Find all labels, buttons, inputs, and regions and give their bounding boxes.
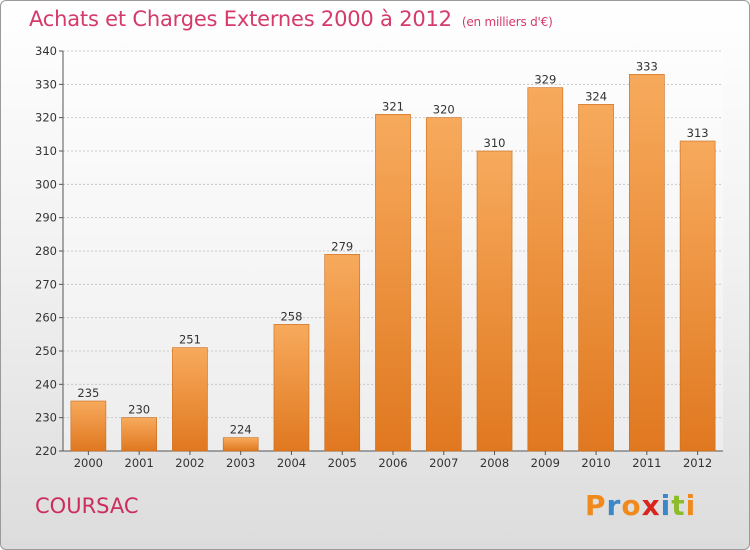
x-tick-label: 2001 <box>125 456 154 470</box>
data-label: 310 <box>484 136 506 150</box>
logo-letter: P <box>585 489 607 522</box>
y-tick-label: 240 <box>35 377 57 391</box>
bar <box>578 104 614 452</box>
bar <box>527 87 564 452</box>
y-tick-label: 340 <box>35 44 57 58</box>
logo-letter: r <box>606 489 622 522</box>
x-tick-label: 2011 <box>632 456 661 470</box>
data-label: 333 <box>636 59 658 73</box>
bar <box>70 400 107 452</box>
data-label: 224 <box>230 423 252 437</box>
bar <box>476 150 513 452</box>
x-tick-label: 2006 <box>378 456 407 470</box>
y-tick-label: 230 <box>35 411 57 425</box>
bar <box>121 417 157 452</box>
chart-title: Achats et Charges Externes 2000 à 2012 (e… <box>29 7 553 31</box>
y-tick-label: 320 <box>35 111 57 125</box>
x-tick-label: 2007 <box>429 456 458 470</box>
x-tick-label: 2002 <box>175 456 204 470</box>
x-tick-label: 2009 <box>531 456 560 470</box>
data-label: 230 <box>128 403 150 417</box>
data-label: 324 <box>585 89 607 103</box>
x-tick-label: 2003 <box>226 456 255 470</box>
bar <box>629 74 665 452</box>
bar <box>324 254 361 452</box>
x-tick-label: 2008 <box>480 456 509 470</box>
data-label: 320 <box>433 103 455 117</box>
bar <box>222 437 259 452</box>
city-name: COURSAC <box>35 494 139 518</box>
bar <box>375 114 411 452</box>
data-label: 251 <box>179 333 201 347</box>
logo-letter: x <box>641 489 661 522</box>
bar <box>679 140 716 452</box>
y-tick-label: 280 <box>35 244 57 258</box>
x-tick-label: 2010 <box>581 456 610 470</box>
data-label: 329 <box>534 73 556 87</box>
bar <box>425 117 462 452</box>
chart-unit: (en milliers d'€) <box>461 15 553 29</box>
y-tick-label: 290 <box>35 211 57 225</box>
y-tick-label: 310 <box>35 144 57 158</box>
logo-letter: i <box>660 489 672 522</box>
y-tick-label: 260 <box>35 311 57 325</box>
proxiti-logo: Proxiti <box>585 489 696 522</box>
y-tick-label: 220 <box>35 444 57 458</box>
data-label: 235 <box>77 386 99 400</box>
logo-letter: i <box>685 489 697 522</box>
data-label: 279 <box>331 239 353 253</box>
bar <box>172 347 208 452</box>
chart-title-text: Achats et Charges Externes 2000 à 2012 <box>29 7 452 31</box>
x-tick-label: 2004 <box>277 456 306 470</box>
logo-letter: o <box>621 489 642 522</box>
data-label: 321 <box>382 99 404 113</box>
y-tick-label: 330 <box>35 77 57 91</box>
data-label: 313 <box>687 126 709 140</box>
bar <box>273 324 310 452</box>
x-tick-label: 2012 <box>683 456 712 470</box>
y-tick-label: 250 <box>35 344 57 358</box>
y-tick-label: 300 <box>35 177 57 191</box>
y-tick-label: 270 <box>35 277 57 291</box>
data-label: 258 <box>280 309 302 323</box>
x-tick-label: 2005 <box>328 456 357 470</box>
x-tick-label: 2000 <box>74 456 103 470</box>
logo-letter: t <box>671 489 686 522</box>
